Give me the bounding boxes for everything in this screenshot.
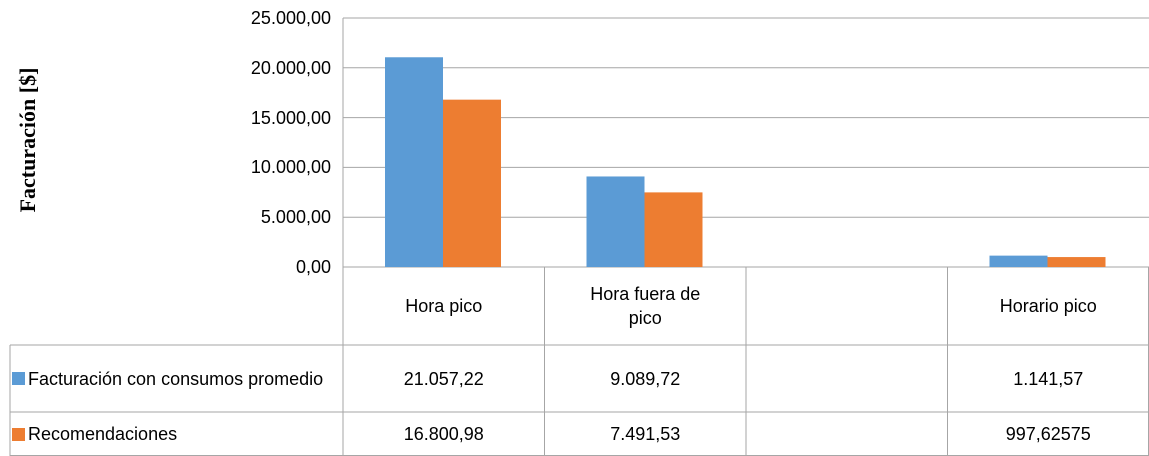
y-tick-label: 10.000,00 [250,157,331,178]
bar [443,99,501,268]
legend-entry: Recomendaciones [12,412,341,456]
y-tick-label: 5.000,00 [260,207,331,228]
y-tick-label: 15.000,00 [250,107,331,128]
value-label: 21.057,22 [403,368,484,389]
bar [586,176,645,267]
legend-label: Facturación con consumos promedio [28,368,324,389]
bar [385,57,443,268]
value-label: 9.089,72 [610,368,681,389]
category-label: Hora fuera de pico [590,284,701,328]
bar [644,192,703,267]
bar [989,255,1048,267]
y-tick-label: 25.000,00 [250,8,331,28]
bar [1047,257,1106,267]
y-axis-label: Facturación [$] [15,67,40,213]
y-tick-label: 0,00 [295,257,331,277]
y-tick-label: 20.000,00 [250,57,331,78]
category-label: Horario pico [999,296,1097,316]
value-label: 7.491,53 [610,424,681,444]
legend-swatch [12,372,25,385]
legend-label: Recomendaciones [28,424,178,444]
legend-entry: Facturación con consumos promedio [12,345,341,412]
value-label: 997,62575 [1005,424,1091,444]
category-label: Hora pico [405,296,483,316]
value-label: 16.800,98 [403,424,484,444]
value-label: 1.141,57 [1013,368,1084,389]
legend-swatch [12,427,25,441]
